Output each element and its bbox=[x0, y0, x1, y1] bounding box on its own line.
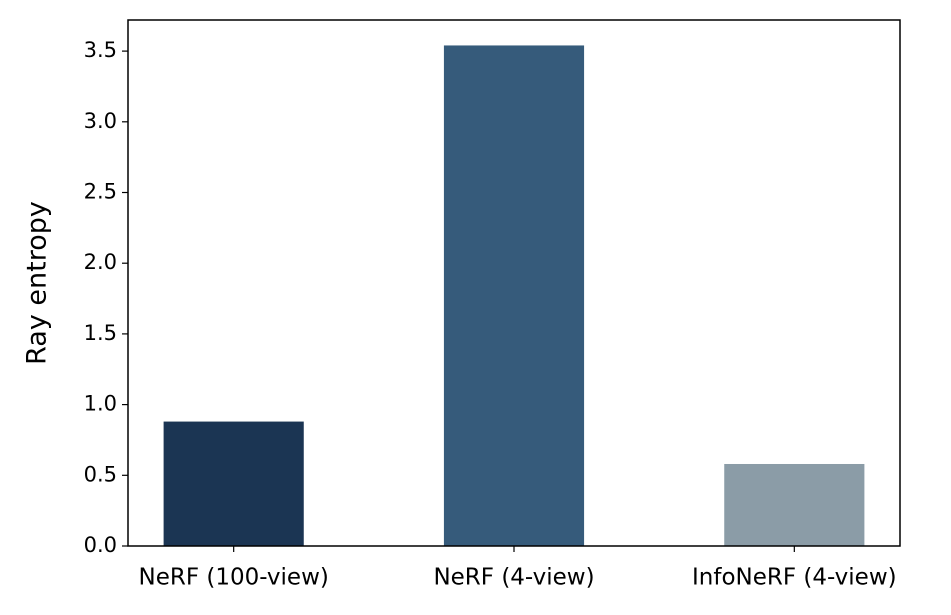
y-tick-label: 0.5 bbox=[84, 462, 117, 486]
y-tick-label: 1.0 bbox=[84, 392, 117, 416]
bar bbox=[163, 421, 304, 546]
y-tick-label: 3.5 bbox=[84, 38, 117, 62]
x-tick-label: InfoNeRF (4-view) bbox=[692, 565, 897, 591]
bar bbox=[724, 463, 865, 546]
y-tick-label: 2.0 bbox=[84, 250, 117, 274]
bar bbox=[443, 45, 585, 547]
x-tick-label: NeRF (100-view) bbox=[138, 565, 328, 591]
y-tick-label: 3.0 bbox=[84, 109, 117, 133]
x-tick-label: NeRF (4-view) bbox=[433, 565, 594, 591]
y-tick-label: 1.5 bbox=[84, 321, 117, 345]
y-tick-label: 0.0 bbox=[84, 533, 117, 557]
y-axis-label: Ray entropy bbox=[22, 201, 53, 365]
y-tick-label: 2.5 bbox=[84, 180, 117, 204]
plot-frame bbox=[127, 19, 901, 547]
